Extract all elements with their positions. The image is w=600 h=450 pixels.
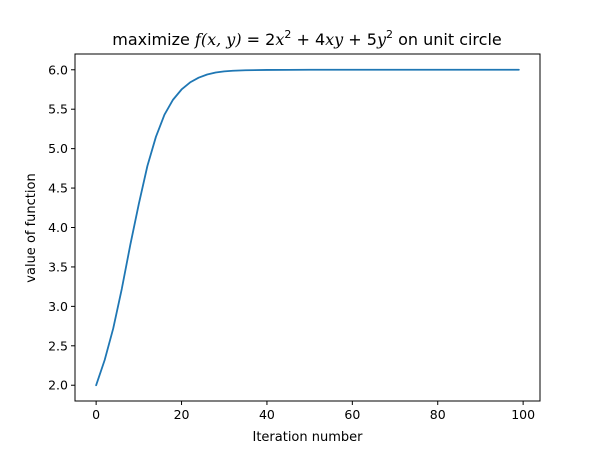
x-tick-label: 80 <box>430 407 446 422</box>
y-tick-label: 4.5 <box>48 181 68 196</box>
title-prefix: maximize <box>112 30 195 49</box>
y-tick-label: 5.5 <box>48 102 68 117</box>
x-tick-label: 100 <box>511 407 535 422</box>
y-tick-label: 2.5 <box>48 338 68 353</box>
plot-area: 0 20 40 60 80 100 2.0 2.5 3.0 3.5 4.0 4.5 5.0 5.5 6.0 <box>48 53 541 422</box>
title-plus-5: + 5 <box>343 30 377 49</box>
x-axis-ticks: 0 20 40 60 80 100 <box>92 401 535 422</box>
title-y-term: y <box>376 30 387 49</box>
title-plus-4: + 4 <box>291 30 325 49</box>
y-tick-label: 6.0 <box>48 62 68 77</box>
series-line-0 <box>95 68 520 387</box>
y-tick-label: 4.0 <box>48 220 68 235</box>
y-tick-label: 3.0 <box>48 299 68 314</box>
title-suffix: on unit circle <box>393 30 502 49</box>
title-sup-2: 2 <box>386 28 393 41</box>
x-tick-label: 60 <box>344 407 360 422</box>
x-tick-label: 40 <box>259 407 275 422</box>
x-tick-label: 20 <box>174 407 190 422</box>
title-fx: f(x, y) <box>194 30 242 49</box>
y-axis-ticks: 2.0 2.5 3.0 3.5 4.0 4.5 5.0 5.5 6.0 <box>48 62 75 393</box>
y-tick-label: 5.0 <box>48 141 68 156</box>
x-axis-label: Iteration number <box>252 430 363 445</box>
y-axis-label: value of function <box>24 173 39 282</box>
y-tick-label: 3.5 <box>48 259 68 274</box>
title-xy-term: xy <box>325 30 344 49</box>
y-tick-label: 2.0 <box>48 378 68 393</box>
line-layer <box>95 68 520 387</box>
chart-title: maximize f(x, y) = 2x2 + 4xy + 5y2 on un… <box>112 28 502 49</box>
x-tick-label: 0 <box>92 407 100 422</box>
title-sup-1: 2 <box>284 28 291 41</box>
title-eq: = 2 <box>242 30 276 49</box>
title-x-term: x <box>275 30 284 49</box>
